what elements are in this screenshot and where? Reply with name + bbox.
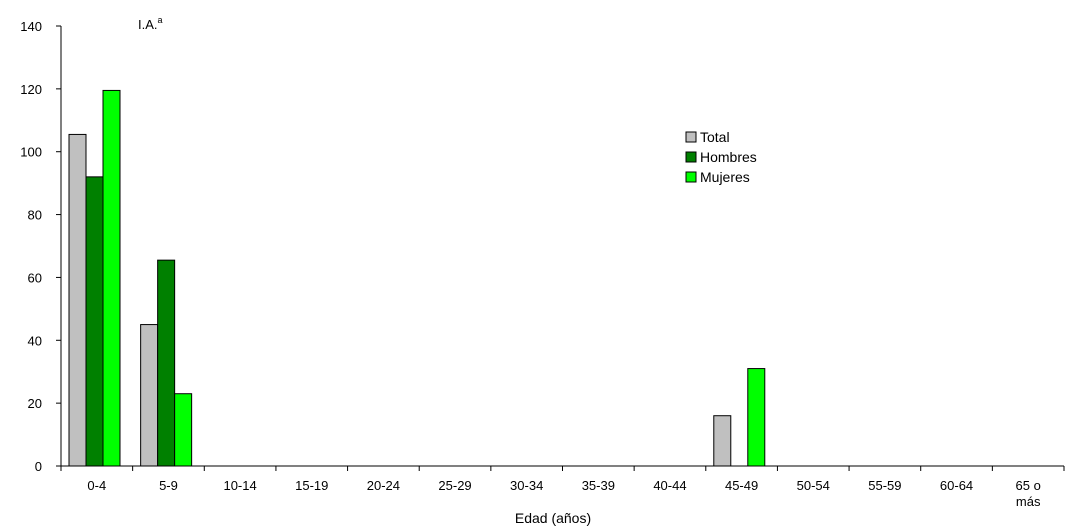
bar-mujeres-9: [747, 368, 766, 467]
x-tick-label: 15-19: [295, 478, 328, 493]
x-tick-label: 65 o más: [1016, 478, 1041, 509]
bar-total-0: [68, 133, 87, 467]
y-axis-label: I.A.a: [138, 15, 163, 32]
legend-label-total: Total: [700, 129, 730, 145]
y-tick-label: 40: [28, 333, 42, 348]
legend-swatch-mujeres: [685, 171, 697, 183]
x-axis-label: Edad (años): [515, 510, 591, 526]
y-axis: 0 20 40 60 80 100 120 140: [20, 19, 62, 474]
legend: Total Hombres Mujeres: [685, 129, 757, 185]
bar-hombres-0: [85, 176, 104, 467]
y-tick-label: 60: [28, 270, 42, 285]
y-tick-label: 100: [20, 145, 42, 160]
legend-label-mujeres: Mujeres: [700, 169, 750, 185]
legend-swatch-hombres: [685, 151, 697, 163]
x-axis: 0-4 5-9 10-14 15-19 20-24 25-29 30-34 35-39 40-4…: [60, 465, 1065, 509]
x-tick-label: 5-9: [159, 478, 178, 493]
bar-mujeres-1: [174, 393, 193, 467]
bars: [68, 89, 766, 467]
y-tick-label: 80: [28, 208, 42, 223]
bar-mujeres-0: [102, 89, 121, 467]
y-tick-label: 120: [20, 82, 42, 97]
legend-label-hombres: Hombres: [700, 149, 757, 165]
x-tick-label: 10-14: [223, 478, 256, 493]
y-tick-label: 140: [20, 19, 42, 34]
y-tick-label: 0: [35, 459, 42, 474]
x-tick-label: 45-49: [725, 478, 758, 493]
x-tick-label: 40-44: [653, 478, 686, 493]
y-tick-label: 20: [28, 396, 42, 411]
x-tick-label: 50-54: [797, 478, 830, 493]
bar-total-9: [713, 415, 732, 467]
x-tick-label: 60-64: [940, 478, 973, 493]
x-tick-label: 35-39: [582, 478, 615, 493]
x-tick-label: 55-59: [868, 478, 901, 493]
x-tick-label: 20-24: [367, 478, 400, 493]
bar-total-1: [140, 324, 159, 467]
bar-hombres-1: [157, 259, 176, 467]
legend-swatch-total: [685, 131, 697, 143]
x-tick-label: 25-29: [438, 478, 471, 493]
x-tick-label: 0-4: [87, 478, 106, 493]
x-tick-label: 30-34: [510, 478, 543, 493]
